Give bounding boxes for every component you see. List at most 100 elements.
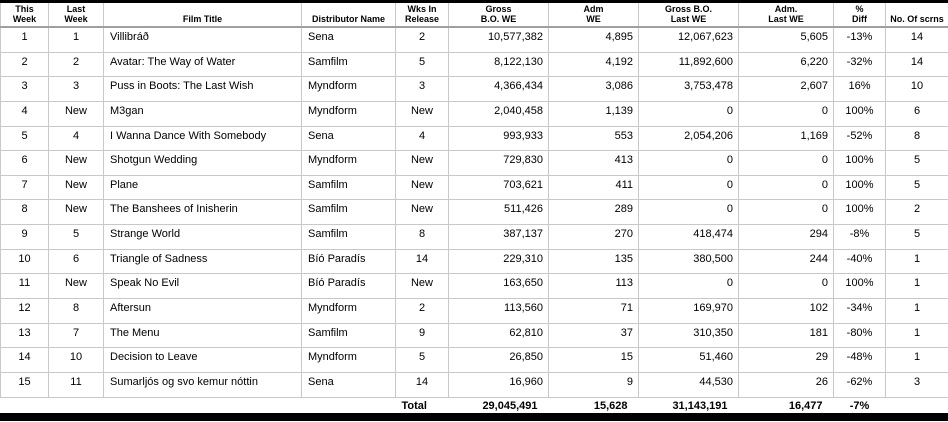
cell-gross_bo_we: 2,040,458 bbox=[448, 101, 549, 127]
total-cell-distributor_name bbox=[302, 397, 396, 413]
cell-pct_diff: 100% bbox=[833, 273, 886, 299]
cell-last_week: New bbox=[48, 174, 104, 201]
total-cell-pct_diff: -7% bbox=[849, 399, 870, 412]
cell-pct_diff: -52% bbox=[833, 125, 886, 152]
cell-last_week: 4 bbox=[48, 125, 104, 152]
cell-adm_we: 15 bbox=[548, 347, 639, 373]
cell-num_scrns: 1 bbox=[885, 347, 948, 373]
table-row: 7 New Plane Samfilm New 703,621 411 0 0 100% 5 bbox=[0, 174, 948, 201]
cell-gross_bo_last_we: 11,892,600 bbox=[638, 51, 739, 78]
cell-pct_diff: -80% bbox=[833, 322, 886, 349]
cell-gross_bo_we: 993,933 bbox=[448, 125, 549, 152]
table-row: 8 New The Banshees of Inisherin Samfilm New 5… bbox=[0, 199, 948, 226]
total-row: Total 29,045,491 15,628 31,143,191 16,477 -7% bbox=[1, 397, 948, 413]
cell-adm_we: 113 bbox=[548, 273, 639, 299]
cell-adm_we: 4,192 bbox=[548, 51, 639, 78]
cell-wks_in_release: 3 bbox=[395, 76, 449, 103]
cell-gross_bo_last_we: 3,753,478 bbox=[638, 76, 739, 103]
cell-wks_in_release: 2 bbox=[395, 297, 449, 324]
cell-last_week: 3 bbox=[48, 76, 104, 103]
cell-wks_in_release: 4 bbox=[395, 125, 449, 152]
table-row: 11 New Speak No Evil Bíó Paradís New 163,650 1… bbox=[0, 273, 948, 299]
cell-wks_in_release: New bbox=[395, 101, 449, 127]
box-office-table: This Week Last Week Film Title Distributor … bbox=[0, 3, 948, 413]
cell-last_week: 5 bbox=[48, 224, 104, 250]
cell-film_title: The Menu bbox=[103, 322, 302, 349]
cell-this_week: 5 bbox=[0, 125, 49, 152]
cell-last_week: 6 bbox=[48, 248, 104, 275]
cell-film_title: Plane bbox=[103, 174, 302, 201]
cell-num_scrns: 2 bbox=[885, 199, 948, 226]
cell-distributor_name: Myndform bbox=[301, 150, 396, 176]
cell-num_scrns: 5 bbox=[885, 174, 948, 201]
bottom-divider-bar bbox=[0, 413, 948, 421]
cell-distributor_name: Sena bbox=[301, 26, 396, 53]
header-cell-gross_bo_we: Gross B.O. WE bbox=[448, 3, 549, 28]
header-cell-wks_in_release: Wks In Release bbox=[395, 3, 449, 28]
table-row: 14 10 Decision to Leave Myndform 5 26,850 15 51… bbox=[0, 347, 948, 373]
cell-last_week: New bbox=[48, 199, 104, 226]
cell-gross_bo_we: 163,650 bbox=[448, 273, 549, 299]
cell-num_scrns: 1 bbox=[885, 322, 948, 349]
cell-gross_bo_last_we: 418,474 bbox=[638, 224, 739, 250]
cell-gross_bo_we: 511,426 bbox=[448, 199, 549, 226]
cell-last_week: 1 bbox=[48, 26, 104, 53]
cell-wks_in_release: 5 bbox=[395, 347, 449, 373]
header-row: This Week Last Week Film Title Distributor … bbox=[0, 3, 948, 28]
cell-adm_last_we: 181 bbox=[738, 322, 834, 349]
total-cell-num_scrns bbox=[886, 397, 948, 413]
table-row: 3 3 Puss in Boots: The Last Wish Myndform 3 4… bbox=[0, 76, 948, 103]
cell-num_scrns: 10 bbox=[885, 76, 948, 103]
table-row: 15 11 Sumarljós og svo kemur nóttin Sena 14 1… bbox=[0, 371, 948, 398]
header-cell-adm_we: Adm WE bbox=[548, 3, 639, 28]
cell-adm_last_we: 29 bbox=[738, 347, 834, 373]
table-row: 4 New M3gan Myndform New 2,040,458 1,139 0 0 100%… bbox=[0, 101, 948, 127]
header-cell-film_title: Film Title bbox=[103, 3, 302, 28]
cell-adm_we: 3,086 bbox=[548, 76, 639, 103]
cell-film_title: Triangle of Sadness bbox=[103, 248, 302, 275]
cell-film_title: Puss in Boots: The Last Wish bbox=[103, 76, 302, 103]
cell-adm_we: 553 bbox=[548, 125, 639, 152]
total-cell-gross_bo_last_we: 31,143,191 bbox=[672, 399, 728, 412]
cell-adm_last_we: 0 bbox=[738, 199, 834, 226]
table-row: 10 6 Triangle of Sadness Bíó Paradís 14 229,3… bbox=[0, 248, 948, 275]
cell-adm_last_we: 0 bbox=[738, 101, 834, 127]
cell-adm_last_we: 1,169 bbox=[738, 125, 834, 152]
cell-num_scrns: 6 bbox=[885, 101, 948, 127]
header-cell-pct_diff: % Diff bbox=[833, 3, 886, 28]
cell-distributor_name: Myndform bbox=[301, 76, 396, 103]
cell-adm_last_we: 5,605 bbox=[738, 26, 834, 53]
cell-pct_diff: 100% bbox=[833, 174, 886, 201]
total-cell-gross_bo_we: 29,045,491 bbox=[482, 399, 538, 412]
cell-last_week: 7 bbox=[48, 322, 104, 349]
header-cell-adm_last_we: Adm. Last WE bbox=[738, 3, 834, 28]
cell-this_week: 12 bbox=[0, 297, 49, 324]
cell-gross_bo_last_we: 310,350 bbox=[638, 322, 739, 349]
cell-film_title: M3gan bbox=[103, 101, 302, 127]
cell-this_week: 14 bbox=[0, 347, 49, 373]
cell-gross_bo_we: 729,830 bbox=[448, 150, 549, 176]
cell-this_week: 11 bbox=[0, 273, 49, 299]
cell-distributor_name: Sena bbox=[301, 125, 396, 152]
cell-num_scrns: 8 bbox=[885, 125, 948, 152]
cell-film_title: Sumarljós og svo kemur nóttin bbox=[103, 371, 302, 398]
table-footer: Total 29,045,491 15,628 31,143,191 16,477 -7% bbox=[1, 397, 948, 413]
cell-gross_bo_we: 229,310 bbox=[448, 248, 549, 275]
cell-pct_diff: 16% bbox=[833, 76, 886, 103]
cell-gross_bo_we: 26,850 bbox=[448, 347, 549, 373]
cell-wks_in_release: New bbox=[395, 199, 449, 226]
cell-adm_last_we: 294 bbox=[738, 224, 834, 250]
cell-wks_in_release: New bbox=[395, 174, 449, 201]
cell-pct_diff: 100% bbox=[833, 101, 886, 127]
cell-adm_last_we: 0 bbox=[738, 174, 834, 201]
cell-gross_bo_we: 387,137 bbox=[448, 224, 549, 250]
cell-gross_bo_last_we: 0 bbox=[638, 174, 739, 201]
cell-num_scrns: 14 bbox=[885, 51, 948, 78]
cell-wks_in_release: 14 bbox=[395, 248, 449, 275]
cell-gross_bo_last_we: 0 bbox=[638, 101, 739, 127]
cell-last_week: 8 bbox=[48, 297, 104, 324]
cell-wks_in_release: 2 bbox=[395, 26, 449, 53]
cell-adm_last_we: 244 bbox=[738, 248, 834, 275]
cell-distributor_name: Sena bbox=[301, 371, 396, 398]
